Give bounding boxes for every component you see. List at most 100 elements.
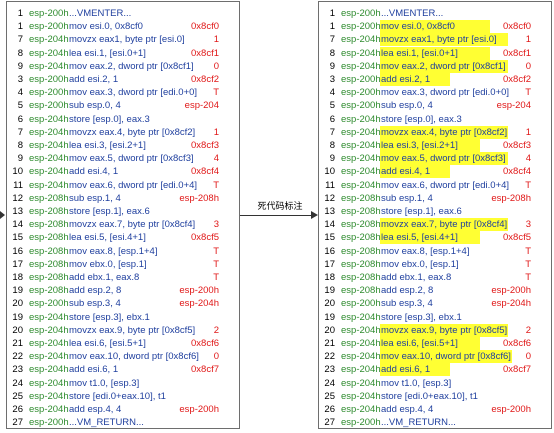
trace-row: 9 esp-204h mov eax.5, dword ptr [0x8cf3] 4 [7, 151, 239, 166]
instruction: lea esi.1, [esi.0+1] [69, 47, 146, 59]
instruction: sub esp.1, 4 [69, 192, 121, 204]
esp-offset: esp-200h [29, 87, 69, 99]
instruction: add esi.4, 1 [69, 166, 119, 178]
line-number: 1 [17, 21, 23, 33]
line-number: 16 [12, 245, 23, 257]
esp-offset: esp-208h [341, 232, 381, 244]
value: T [525, 87, 531, 99]
trace-row: 24 esp-204h mov t1.0, [esp.3] [7, 376, 239, 391]
line-number: 22 [12, 351, 23, 363]
transform-arrow-line [240, 215, 316, 216]
esp-offset: esp-208h [341, 285, 381, 297]
value: 0x8cf7 [191, 364, 219, 376]
line-number: 15 [324, 232, 335, 244]
instruction: mov eax.2, dword ptr [0x8cf1] [69, 60, 194, 72]
dead-code-highlight [380, 73, 450, 86]
trace-row: 22 esp-204h mov eax.10, dword ptr [0x8cf6]… [319, 349, 551, 364]
value: 0 [213, 351, 219, 363]
line-number: 27 [324, 417, 335, 429]
value: 0x8cf2 [191, 74, 219, 85]
value: 0 [213, 60, 219, 72]
line-number: 17 [324, 258, 335, 270]
value: T [213, 272, 219, 283]
trace-row: 8 esp-204h lea esi.3, [esi.2+1] 0x8cf3 [319, 138, 551, 153]
instruction: store [edi.0+eax.10], t1 [381, 390, 478, 402]
dead-code-highlight [380, 59, 508, 73]
trace-row: 26 esp-204h add esp.4, 4 esp-200h [7, 402, 239, 417]
line-number: 26 [12, 404, 23, 415]
trace-row: 6 esp-204h store [esp.0], eax.3 [319, 112, 551, 127]
line-number: 19 [12, 285, 23, 297]
line-number: 17 [12, 258, 23, 270]
esp-offset: esp-200h [341, 298, 381, 310]
esp-offset: esp-208h [341, 245, 381, 257]
line-number: 12 [324, 192, 335, 204]
esp-offset: esp-204h [341, 404, 381, 415]
esp-offset: esp-208h [29, 245, 69, 257]
trace-row: 12 esp-208h sub esp.1, 4 esp-208h [7, 191, 239, 206]
line-number: 18 [324, 272, 335, 283]
line-number: 22 [324, 351, 335, 363]
instruction: ...VM_RETURN... [381, 417, 456, 429]
esp-offset: esp-204h [341, 364, 381, 376]
esp-offset: esp-200h [341, 21, 381, 33]
instruction: mov eax.3, dword ptr [edi.0+0] [69, 87, 198, 99]
line-number: 4 [17, 87, 23, 99]
esp-offset: esp-208h [341, 192, 381, 204]
line-number: 19 [324, 311, 335, 323]
dead-code-highlight [380, 165, 450, 179]
value: T [525, 258, 531, 270]
line-number: 26 [324, 404, 335, 415]
line-number: 4 [329, 87, 335, 99]
trace-row: 14 esp-208h movzx eax.7, byte ptr [0x8cf4]… [7, 217, 239, 232]
line-number: 5 [17, 100, 23, 112]
instruction: movzx eax.7, byte ptr [0x8cf4] [381, 219, 508, 231]
instruction: mov eax.10, dword ptr [0x8cf6] [381, 351, 511, 363]
value: 0x8cf7 [503, 364, 531, 376]
instruction: mov eax.8, [esp.1+4] [381, 245, 470, 257]
esp-offset: esp-208h [29, 285, 69, 297]
esp-offset: esp-204h [341, 60, 381, 72]
trace-row: 13 esp-208h store [esp.1], eax.6 [319, 204, 551, 219]
line-number: 20 [12, 298, 23, 310]
instruction: sub esp.0, 4 [381, 100, 433, 112]
instruction: ...VM_RETURN... [69, 417, 144, 429]
line-number: 27 [12, 417, 23, 429]
value: 0x8cf4 [503, 166, 531, 178]
line-number: 1 [329, 8, 335, 19]
value: 2 [213, 324, 219, 336]
value: 0x8cf6 [503, 338, 531, 349]
esp-offset: esp-204h [29, 351, 69, 363]
instruction: mov eax.5, dword ptr [0x8cf3] [381, 153, 506, 165]
instruction: movzx eax.4, byte ptr [0x8cf2] [381, 126, 508, 138]
trace-row: 1 esp-200h ...VMENTER... [7, 6, 239, 21]
trace-row: 11 esp-204h mov eax.6, dword ptr [edi.0+4]… [319, 178, 551, 193]
value: 3 [213, 219, 219, 231]
esp-offset: esp-208h [341, 272, 381, 283]
trace-row: 10 esp-204h add esi.4, 1 0x8cf4 [319, 164, 551, 179]
esp-offset: esp-208h [341, 219, 381, 231]
dead-code-highlight [380, 33, 508, 47]
trace-row: 20 esp-204h movzx eax.9, byte ptr [0x8cf5]… [7, 323, 239, 338]
value: T [213, 258, 219, 270]
esp-offset: esp-204h [341, 153, 381, 165]
esp-offset: esp-200h [341, 87, 381, 99]
instruction: store [esp.0], eax.3 [69, 113, 150, 125]
trace-row: 24 esp-204h mov t1.0, [esp.3] [319, 376, 551, 391]
dead-code-annotated-panel: 1 esp-200h ...VMENTER... 1 esp-200h mov esi.0… [318, 1, 552, 429]
esp-offset: esp-208h [29, 206, 69, 217]
trace-row: 27 esp-200h ...VM_RETURN... [7, 415, 239, 430]
instruction: lea esi.1, [esi.0+1] [381, 47, 458, 59]
line-number: 20 [324, 298, 335, 310]
transform-arrow-label: 死代码标注 [257, 202, 303, 212]
esp-offset: esp-204h [29, 338, 69, 349]
trace-row: 10 esp-204h add esi.4, 1 0x8cf4 [7, 164, 239, 179]
instruction: add esi.6, 1 [69, 364, 119, 376]
value: T [525, 179, 531, 191]
esp-offset: esp-200h [29, 74, 69, 85]
trace-row: 12 esp-208h sub esp.1, 4 esp-208h [319, 191, 551, 206]
instruction: mov esi.0, 0x8cf0 [69, 21, 143, 33]
esp-offset: esp-204h [29, 364, 69, 376]
esp-offset: esp-204h [341, 140, 381, 151]
instruction: sub esp.3, 4 [69, 298, 121, 310]
